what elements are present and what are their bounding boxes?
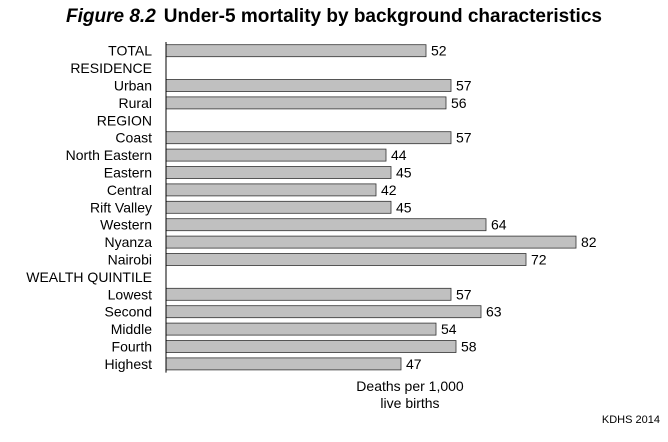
bar-total — [165, 44, 427, 58]
value-label-urban: 57 — [456, 78, 472, 94]
category-label-nairobi: Nairobi — [108, 252, 152, 268]
value-label-total: 52 — [431, 43, 447, 59]
group-heading-region: REGION — [97, 112, 152, 128]
category-label-western: Western — [100, 217, 152, 233]
bar-central — [165, 183, 377, 197]
value-label-western: 64 — [491, 217, 507, 233]
category-label-nyanza: Nyanza — [105, 234, 153, 250]
x-axis-title: Deaths per 1,000 live births — [300, 378, 520, 412]
bar-western — [165, 218, 487, 232]
bar-nyanza — [165, 235, 577, 249]
value-label-highest: 47 — [406, 356, 422, 372]
category-label-north-eastern: North Eastern — [66, 147, 152, 163]
bar-north-eastern — [165, 148, 387, 162]
value-label-north-eastern: 44 — [391, 147, 407, 163]
category-label-eastern: Eastern — [104, 165, 152, 181]
category-label-central: Central — [107, 182, 152, 198]
group-heading-residence: RESIDENCE — [70, 60, 152, 76]
bar-rift-valley — [165, 200, 392, 214]
source-note: KDHS 2014 — [601, 414, 660, 426]
category-label-second: Second — [105, 304, 152, 320]
bar-coast — [165, 131, 452, 145]
category-label-fourth: Fourth — [112, 339, 152, 355]
value-label-coast: 57 — [456, 130, 472, 146]
category-label-highest: Highest — [105, 356, 153, 372]
value-label-second: 63 — [486, 304, 502, 320]
bar-middle — [165, 322, 437, 336]
value-label-middle: 54 — [441, 321, 457, 337]
value-label-fourth: 58 — [461, 339, 477, 355]
category-label-urban: Urban — [114, 78, 152, 94]
bar-urban — [165, 79, 452, 92]
category-label-rural: Rural — [119, 95, 152, 111]
value-label-eastern: 45 — [396, 165, 412, 181]
bar-lowest — [165, 287, 452, 301]
figure-number: Figure 8.2 — [66, 6, 156, 27]
bar-highest — [165, 357, 402, 371]
bar-fourth — [165, 340, 457, 353]
chart-title: Figure 8.2 Under-5 mortality by backgroun… — [0, 6, 668, 28]
group-heading-wealth-quintile: WEALTH QUINTILE — [26, 269, 152, 285]
category-label-coast: Coast — [115, 130, 152, 146]
value-label-rift-valley: 45 — [396, 199, 412, 215]
bar-nairobi — [165, 253, 527, 266]
value-label-nairobi: 72 — [531, 252, 547, 268]
bar-eastern — [165, 166, 392, 179]
category-label-lowest: Lowest — [108, 286, 152, 302]
category-label-middle: Middle — [111, 321, 152, 337]
category-label-rift-valley: Rift Valley — [90, 199, 152, 215]
x-axis-title-line-2: live births — [380, 395, 440, 411]
value-label-nyanza: 82 — [581, 234, 597, 250]
category-label-total: TOTAL — [108, 43, 152, 59]
value-label-rural: 56 — [451, 95, 467, 111]
bar-second — [165, 305, 482, 319]
value-label-lowest: 57 — [456, 286, 472, 302]
bar-rural — [165, 96, 447, 110]
figure-title-text: Under-5 mortality by background characte… — [163, 6, 602, 27]
x-axis-title-line-1: Deaths per 1,000 — [356, 378, 464, 394]
value-label-central: 42 — [381, 182, 397, 198]
